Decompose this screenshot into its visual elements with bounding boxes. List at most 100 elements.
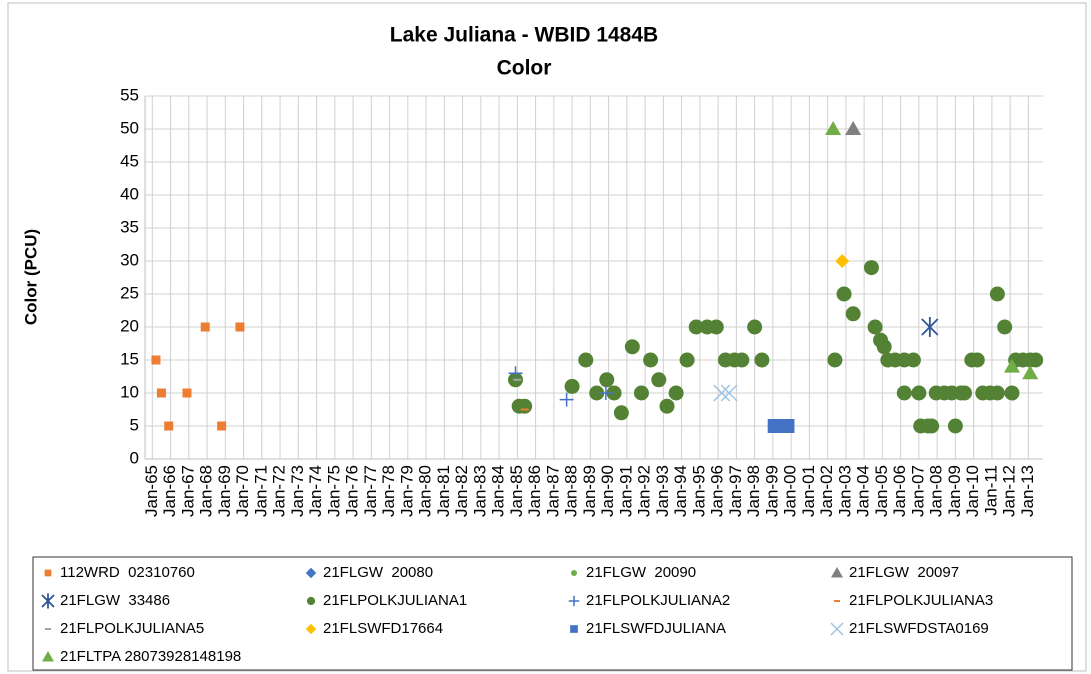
marker-shape [571, 570, 577, 576]
x-tick-label: Jan-77 [361, 465, 380, 517]
marker [1004, 385, 1020, 401]
x-tick-label: Jan-06 [890, 465, 909, 517]
legend-marker [305, 623, 317, 635]
marker-shape [713, 384, 731, 402]
x-tick-label: Jan-79 [397, 465, 416, 517]
marker-shape [564, 378, 580, 394]
x-tick-label: Jan-88 [562, 465, 581, 517]
marker [598, 386, 613, 400]
x-tick-label: Jan-08 [927, 465, 946, 517]
x-tick-label: Jan-10 [963, 465, 982, 517]
x-tick-label: Jan-03 [835, 465, 854, 517]
x-tick-label: Jan-80 [416, 465, 435, 517]
marker [896, 385, 912, 401]
x-tick-label: Jan-86 [525, 465, 544, 517]
marker [200, 322, 210, 332]
marker-shape [151, 355, 161, 365]
marker-shape [559, 392, 574, 407]
marker [836, 286, 852, 302]
marker [613, 405, 629, 421]
marker [235, 322, 245, 332]
marker [947, 418, 963, 434]
marker [911, 385, 927, 401]
marker-shape [217, 421, 227, 431]
legend-box [32, 556, 1073, 671]
marker [997, 319, 1013, 335]
marker [876, 339, 892, 355]
marker-shape [989, 286, 1005, 302]
marker-shape [911, 385, 927, 401]
legend-label: 21FLGW 20090 [586, 564, 696, 581]
marker-shape [1028, 352, 1044, 368]
x-tick-label: Jan-84 [489, 465, 508, 517]
y-tick-label: 15 [120, 349, 139, 368]
x-tick-label: Jan-72 [270, 465, 289, 517]
x-tick-label: Jan-13 [1018, 465, 1037, 517]
marker [679, 352, 695, 368]
marker-shape [42, 651, 54, 662]
marker-shape [156, 388, 166, 398]
x-tick-label: Jan-74 [306, 465, 325, 517]
legend-label: 21FLGW 33486 [60, 592, 170, 609]
x-tick-label: Jan-99 [762, 465, 781, 517]
marker [164, 421, 174, 431]
x-tick-label: Jan-66 [160, 465, 179, 517]
marker [1022, 365, 1039, 380]
marker [780, 419, 795, 433]
marker [989, 385, 1005, 401]
x-tick-label: Jan-65 [142, 465, 161, 517]
chart-title: Lake Juliana - WBID 1484B [390, 24, 658, 47]
x-tick-label: Jan-71 [251, 465, 270, 517]
y-tick-label: 0 [130, 448, 139, 467]
marker-shape [624, 339, 640, 355]
marker-shape [827, 352, 843, 368]
marker-shape [164, 421, 174, 431]
y-tick-label: 20 [120, 316, 139, 335]
marker [559, 392, 574, 407]
y-tick-label: 10 [120, 382, 139, 401]
marker [867, 319, 883, 335]
legend-marker [41, 593, 55, 609]
marker [624, 339, 640, 355]
marker-shape [305, 567, 317, 579]
x-tick-label: Jan-90 [598, 465, 617, 517]
marker [863, 260, 879, 276]
marker [517, 398, 533, 414]
marker [599, 372, 615, 388]
marker [845, 306, 861, 322]
x-tick-label: Jan-00 [781, 465, 800, 517]
marker-shape [679, 352, 695, 368]
marker-shape [845, 121, 862, 135]
legend-label: 21FLPOLKJULIANA2 [586, 592, 730, 609]
marker [688, 319, 704, 335]
marker [182, 388, 192, 398]
x-tick-label: Jan-73 [288, 465, 307, 517]
marker-shape [1003, 358, 1020, 373]
marker-shape [835, 254, 850, 268]
marker [217, 421, 227, 431]
marker-shape [969, 352, 985, 368]
x-tick-label: Jan-04 [854, 465, 873, 517]
marker-shape [182, 388, 192, 398]
marker [643, 352, 659, 368]
marker-shape [836, 286, 852, 302]
marker-shape [613, 405, 629, 421]
marker-shape [924, 418, 940, 434]
y-tick-label: 45 [120, 151, 139, 170]
marker-shape [44, 569, 52, 577]
marker [747, 319, 763, 335]
legend-marker [42, 651, 54, 662]
x-tick-label: Jan-81 [434, 465, 453, 517]
x-tick-label: Jan-92 [635, 465, 654, 517]
marker-shape [589, 385, 605, 401]
marker-shape [517, 398, 533, 414]
marker-shape [643, 352, 659, 368]
legend-marker [305, 567, 317, 579]
x-tick-label: Jan-78 [379, 465, 398, 517]
legend-label: 21FLPOLKJULIANA3 [849, 592, 993, 609]
legend-label: 21FLPOLKJULIANA5 [60, 620, 204, 637]
marker [905, 352, 921, 368]
legend-label: 112WRD 02310760 [60, 564, 195, 581]
marker [1028, 352, 1044, 368]
